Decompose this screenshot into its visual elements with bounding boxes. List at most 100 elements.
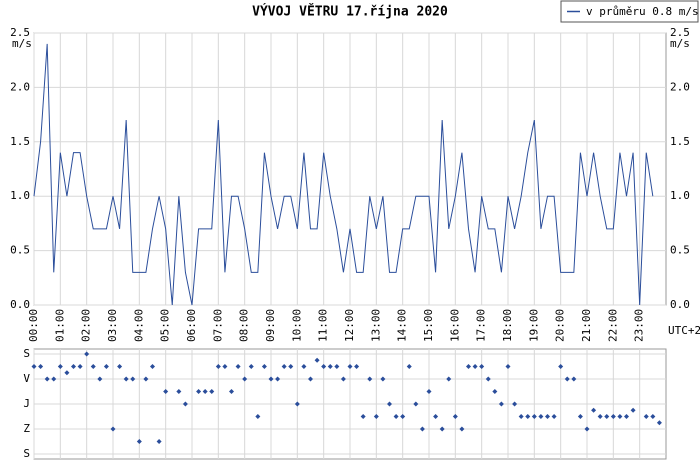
direction-point — [492, 389, 498, 394]
direction-point — [242, 376, 248, 382]
direction-point — [123, 376, 129, 382]
direction-point — [327, 364, 333, 369]
y-tick-label: 0.0 — [10, 298, 30, 311]
direction-point — [624, 414, 629, 419]
direction-point — [281, 364, 287, 369]
direction-point — [71, 364, 76, 369]
y-axis-label: m/s — [12, 37, 32, 50]
direction-point — [347, 364, 353, 369]
direction-point — [97, 376, 103, 382]
direction-point — [650, 414, 656, 419]
direction-point — [261, 364, 267, 369]
direction-point — [452, 414, 458, 419]
x-tick-label: 00:00 — [27, 309, 40, 342]
direction-point — [433, 414, 439, 419]
direction-point — [110, 426, 116, 432]
direction-point — [656, 420, 662, 426]
y-tick-label-right: 0.5 — [670, 244, 690, 257]
direction-point — [545, 414, 550, 419]
direction-point — [571, 376, 577, 382]
direction-point — [57, 364, 63, 369]
x-tick-label: 17:00 — [475, 309, 488, 342]
direction-point — [143, 376, 149, 382]
y-tick-label: Z — [23, 422, 30, 435]
y-tick-label: 2.5 — [10, 26, 30, 39]
y-tick-label-right: 2.0 — [670, 80, 690, 93]
x-tick-label: 12:00 — [343, 309, 356, 342]
direction-point — [584, 426, 590, 432]
direction-point — [413, 401, 419, 407]
direction-point — [446, 376, 452, 382]
x-tick-label: 18:00 — [501, 309, 514, 342]
direction-point — [44, 376, 50, 382]
direction-point — [459, 426, 465, 432]
y-tick-label: 1.5 — [10, 135, 30, 148]
x-tick-label: 05:00 — [159, 309, 172, 342]
direction-point — [360, 414, 366, 419]
direction-point — [610, 414, 616, 419]
legend-box — [560, 0, 699, 23]
direction-point — [84, 351, 90, 357]
direction-point — [367, 376, 373, 382]
direction-point — [354, 364, 360, 369]
x-tick-label: 14:00 — [396, 309, 409, 342]
direction-point — [479, 364, 485, 369]
x-tick-label: 06:00 — [185, 309, 198, 342]
direction-point — [419, 426, 425, 432]
direction-point — [630, 407, 636, 413]
direction-point — [156, 439, 162, 444]
direction-point — [275, 376, 281, 382]
direction-point — [400, 414, 406, 419]
direction-point — [643, 414, 649, 419]
x-tick-label: 15:00 — [422, 309, 435, 342]
direction-point — [439, 426, 445, 432]
direction-point — [268, 376, 274, 382]
x-tick-label: 08:00 — [238, 309, 251, 342]
direction-point — [393, 414, 399, 419]
y-tick-label: 0.5 — [10, 244, 30, 257]
direction-point — [64, 370, 70, 376]
direction-point — [117, 364, 123, 369]
x-tick-label: 22:00 — [606, 309, 619, 342]
direction-point — [130, 376, 136, 382]
direction-point — [202, 389, 208, 394]
x-tick-label: 11:00 — [317, 309, 330, 342]
direction-point — [512, 401, 518, 407]
direction-point — [248, 364, 254, 369]
direction-point — [597, 414, 603, 419]
direction-point — [538, 414, 544, 419]
direction-point — [426, 389, 432, 394]
x-axis-label: UTC+2 — [668, 324, 700, 337]
direction-point — [301, 364, 307, 369]
y-tick-label: S — [23, 447, 30, 460]
direction-point — [209, 389, 215, 394]
direction-point — [288, 364, 294, 369]
y-tick-label: 1.0 — [10, 189, 30, 202]
direction-point — [591, 407, 597, 413]
x-tick-label: 13:00 — [369, 309, 382, 342]
direction-point — [551, 414, 557, 419]
x-tick-label: 01:00 — [53, 309, 66, 342]
direction-point — [176, 389, 182, 394]
line-series — [33, 43, 654, 306]
direction-point — [380, 376, 386, 382]
direction-point — [558, 364, 564, 369]
direction-point — [485, 376, 491, 382]
direction-point — [617, 414, 623, 419]
x-tick-label: 19:00 — [527, 309, 540, 342]
direction-point — [215, 364, 221, 369]
direction-point — [531, 414, 537, 419]
y-tick-label-right: 2.5 — [670, 26, 690, 39]
direction-point — [255, 414, 261, 419]
direction-point — [77, 364, 83, 369]
y-axis-label-right: m/s — [670, 37, 690, 50]
direction-point — [525, 414, 531, 419]
direction-point — [373, 414, 379, 419]
direction-point — [31, 364, 37, 369]
x-tick-label: 20:00 — [554, 309, 567, 342]
y-tick-label: V — [23, 372, 30, 385]
direction-point — [334, 364, 340, 369]
direction-point — [387, 401, 392, 407]
chart-title: VÝVOJ VĚTRU 17.října 2020 — [252, 4, 448, 20]
y-tick-label-right: 1.5 — [670, 135, 690, 148]
